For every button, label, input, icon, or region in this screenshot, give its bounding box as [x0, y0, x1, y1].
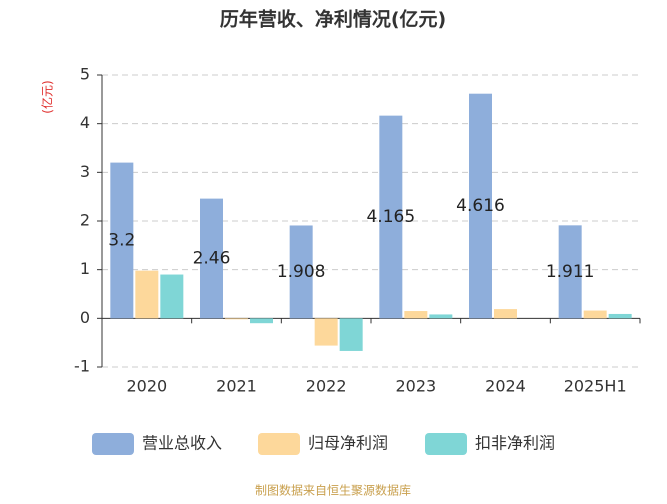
bar: [583, 310, 607, 319]
value-label: 4.616: [456, 196, 505, 216]
y-tick-label: 3: [80, 162, 90, 181]
bar: [379, 115, 403, 319]
bar: [608, 313, 632, 319]
legend-swatch: [425, 433, 467, 455]
bar: [558, 225, 582, 319]
bar: [289, 225, 313, 319]
x-tick-label: 2022: [306, 377, 347, 396]
x-tick-label: 2020: [126, 377, 167, 396]
bar: [494, 309, 517, 319]
bar: [225, 318, 248, 320]
value-label: 2.46: [193, 248, 231, 268]
bar: [469, 93, 492, 319]
chart-title: 历年营收、净利情况(亿元): [220, 8, 446, 31]
bar: [314, 318, 338, 346]
x-tick-label: 2023: [395, 377, 436, 396]
legend-swatch: [92, 433, 134, 455]
legend-label: 归母净利润: [308, 434, 388, 453]
legend-label: 扣非净利润: [475, 434, 555, 453]
legend-label: 营业总收入: [142, 434, 222, 453]
bar: [339, 318, 363, 351]
bar: [429, 314, 453, 319]
y-tick-label: 1: [80, 259, 90, 278]
value-label: 3.2: [108, 230, 135, 250]
bar: [110, 162, 134, 319]
value-label: 1.911: [546, 262, 595, 282]
source: 制图数据来自恒生聚源数据库: [255, 483, 411, 498]
y-tick-label: 5: [80, 65, 90, 84]
bar: [135, 270, 159, 319]
y-tick-label: 0: [80, 308, 90, 327]
x-tick-label: 2024: [485, 377, 526, 396]
bar: [160, 274, 184, 319]
y-tick-label: -1: [74, 357, 90, 376]
bar: [404, 311, 428, 319]
bar: [250, 318, 273, 324]
y-tick-label: 4: [80, 113, 90, 132]
x-tick-label: 2021: [216, 377, 257, 396]
x-tick-label: 2025H1: [564, 377, 627, 396]
y-tick-label: 2: [80, 211, 90, 230]
bar: [200, 198, 223, 319]
y-axis-label: (亿元): [40, 80, 55, 113]
value-label: 1.908: [277, 262, 326, 282]
legend-swatch: [258, 433, 300, 455]
value-label: 4.165: [366, 207, 415, 227]
